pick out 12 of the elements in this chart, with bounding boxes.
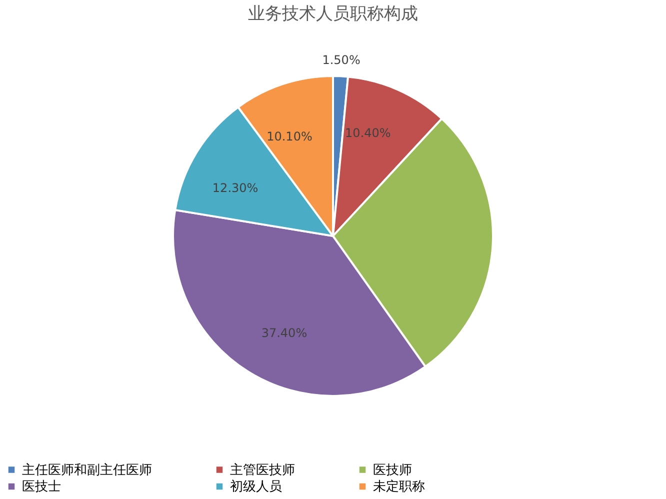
data-label: 1.50% (322, 53, 360, 68)
legend-label: 主任医师和副主任医师 (22, 462, 152, 478)
legend-label: 初级人员 (230, 480, 282, 494)
data-label: 12.30% (212, 181, 258, 196)
legend-label: 主管医技师 (230, 462, 295, 478)
legend-label: 医技士 (22, 480, 61, 494)
legend-label: 医技师 (373, 462, 412, 478)
chart-title: 业务技术人员职称构成 (248, 4, 418, 24)
legend-label: 未定职称 (373, 480, 425, 494)
data-label: 10.10% (266, 129, 312, 144)
data-label: 37.40% (261, 326, 308, 340)
data-label: 10.40% (345, 126, 391, 140)
